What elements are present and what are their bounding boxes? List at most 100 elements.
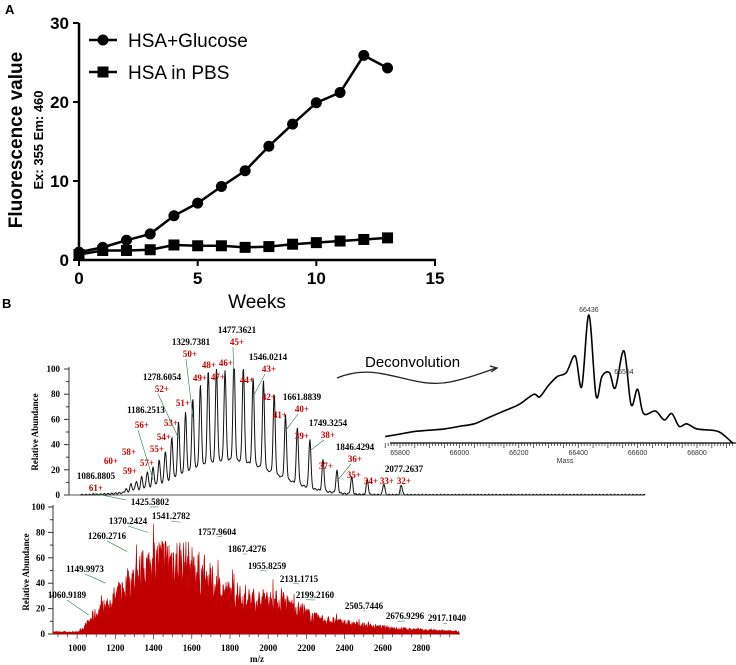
charge-state-label: 51+: [176, 398, 190, 408]
mz-label: 1370.2424: [109, 516, 148, 526]
data-point-hsa-glucose: [215, 181, 227, 193]
charge-state-label: 34+: [364, 476, 378, 486]
x-tick-label: 66000: [450, 450, 470, 457]
charge-state-label: 48+: [202, 360, 216, 370]
mz-label: 1477.3621: [218, 325, 257, 335]
charge-state-label: 39+: [295, 431, 309, 441]
mz-label: 1846.4294: [336, 442, 375, 452]
data-point-hsa-glucose: [382, 62, 394, 74]
data-point-hsa-pbs: [168, 239, 180, 251]
x-tick-label: 66400: [568, 450, 588, 457]
data-point-hsa-glucose: [192, 197, 204, 209]
data-point-hsa-glucose: [334, 87, 346, 99]
charge-state-label: 56+: [135, 420, 149, 430]
x-tick-label: 1200: [106, 643, 125, 653]
mz-label: 1329.7381: [172, 337, 211, 347]
legend-label: HSA in PBS: [128, 63, 229, 84]
x-axis-label: m/z: [250, 654, 264, 664]
leader-line: [363, 609, 366, 612]
x-tick-label: 66200: [509, 450, 529, 457]
x-tick-label: 2800: [412, 643, 431, 653]
data-point-hsa-pbs: [215, 240, 227, 252]
charge-state-label: 50+: [183, 349, 197, 359]
mz-label: 2676.9296: [386, 611, 425, 621]
legend-marker-square: [97, 66, 109, 78]
y-tick-label: 10: [50, 172, 69, 191]
y-tick-label: 0: [60, 251, 69, 270]
x-tick-label: 66800: [687, 450, 707, 457]
x-axis-label: Mass: [557, 458, 574, 465]
mz-label: 2131.1715: [280, 574, 319, 584]
x-tick-label: 1400: [145, 643, 164, 653]
arrow-head-icon: [489, 365, 499, 373]
mz-label: 1757.9604: [198, 527, 237, 537]
data-point-hsa-glucose: [168, 210, 180, 222]
charge-state-label: 61+: [89, 483, 103, 493]
mz-label: 1060.9189: [48, 590, 87, 600]
leader-line: [106, 540, 127, 552]
leader-line: [336, 463, 352, 482]
charge-state-label: 32+: [397, 476, 411, 486]
y-tick-label: 0: [56, 490, 61, 500]
x-tick-label: 65800: [390, 450, 410, 457]
charge-state-label: 44+: [240, 375, 254, 385]
leader-line: [91, 492, 127, 501]
data-point-hsa-glucose: [263, 140, 275, 152]
y-tick-label: 0: [41, 629, 46, 639]
y-tick-label: 100: [32, 502, 46, 512]
mz-label: 2917.1040: [428, 613, 467, 623]
charge-state-label: 38+: [321, 430, 335, 440]
data-point-hsa-pbs: [334, 235, 346, 247]
leader-line: [399, 485, 402, 495]
data-point-hsa-glucose: [287, 118, 299, 130]
panel-label-b: B: [2, 296, 11, 311]
y-axis-label: Relative Abundance: [30, 393, 40, 470]
charge-state-label: 49+: [193, 373, 207, 383]
charge-state-label: 37+: [319, 461, 333, 471]
mz-label: 2077.2637: [385, 464, 424, 474]
data-point-hsa-pbs: [120, 245, 132, 257]
charge-state-label: 40+: [295, 404, 309, 414]
peak-annotation: 66554: [614, 369, 634, 376]
mz-label: 1425.5802: [131, 497, 170, 507]
leader-line: [216, 535, 223, 538]
y-tick-label: 40: [36, 578, 46, 588]
x-tick-label: 1800: [221, 643, 240, 653]
leader-line: [443, 622, 448, 625]
leader-line: [170, 520, 181, 523]
leader-line: [137, 429, 154, 480]
leader-line: [285, 413, 299, 431]
charge-state-label: 41+: [273, 410, 287, 420]
charge-state-label: 59+: [123, 466, 137, 476]
charge-state-label: 46+: [219, 358, 233, 368]
mz-label: 1086.8805: [77, 471, 116, 481]
data-point-hsa-pbs: [97, 245, 109, 257]
peak-annotation: 66436: [579, 307, 599, 314]
mz-label: 1661.8839: [283, 392, 322, 402]
data-point-hsa-glucose: [120, 234, 132, 246]
y-tick-label: 40: [51, 440, 61, 450]
mz-label: 1149.9973: [66, 564, 104, 574]
data-point-hsa-pbs: [239, 241, 251, 253]
charge-state-label: 47+: [211, 372, 225, 382]
data-point-hsa-pbs: [382, 232, 394, 244]
mz-label: 1260.2716: [88, 531, 127, 541]
mz-label: 1867.4276: [228, 544, 267, 554]
series-line-hsa-glucose: [78, 53, 389, 254]
x-tick-label: 2400: [336, 643, 355, 653]
x-tick-label: 2200: [297, 643, 316, 653]
mz-label: 2505.7446: [345, 601, 384, 611]
mz-label: 1186.2513: [127, 405, 165, 415]
y-tick-label: 100: [47, 364, 61, 374]
data-point-hsa-glucose: [144, 228, 156, 240]
leader-line: [293, 582, 300, 585]
charge-state-label: 53+: [164, 418, 178, 428]
x-tick-label: 10: [307, 269, 326, 288]
data-point-hsa-pbs: [287, 238, 299, 250]
data-point-hsa-pbs: [263, 241, 275, 253]
charge-state-label: 45+: [230, 337, 244, 347]
y-tick-label: 80: [51, 389, 61, 399]
x-tick-label: 2600: [374, 643, 393, 653]
y-axis-label: Relative Abundance: [21, 533, 31, 610]
